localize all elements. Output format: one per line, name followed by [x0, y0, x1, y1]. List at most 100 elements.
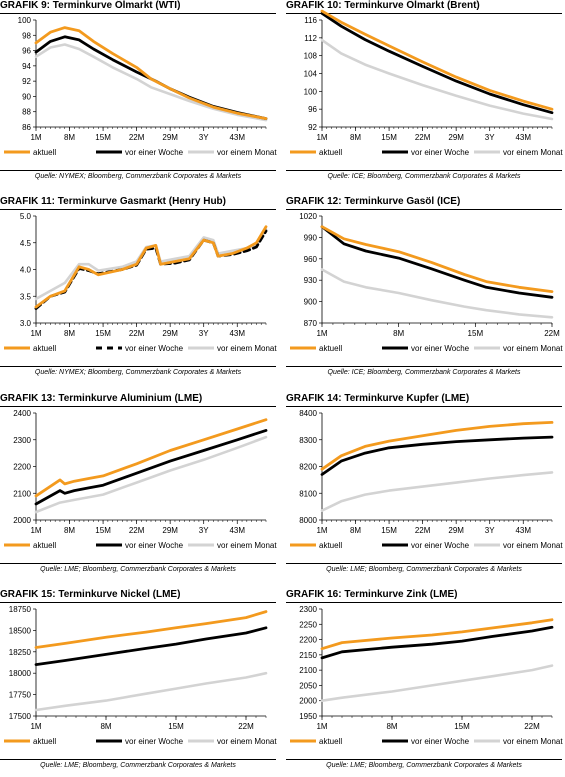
series-line-woche	[320, 435, 554, 476]
x-tick-label: 43M	[229, 329, 245, 338]
y-tick-label: 8200	[299, 463, 317, 472]
x-tick-label: 29M	[448, 526, 464, 535]
chart-title: GRAFIK 16: Terminkurve Zink (LME)	[286, 589, 458, 600]
x-tick-label: 29M	[162, 526, 178, 535]
x-tick-label: 1M	[30, 526, 41, 535]
legend-label: vor einem Monat	[503, 344, 563, 353]
legend-label: aktuell	[319, 541, 342, 550]
x-tick-label: 43M	[515, 133, 531, 142]
x-tick-label: 15M	[95, 329, 111, 338]
title-rule	[0, 13, 276, 14]
source-rule	[286, 170, 562, 171]
legend-label: vor einer Woche	[125, 148, 184, 157]
y-tick-label: 18000	[9, 669, 32, 678]
y-tick-label: 2300	[299, 605, 317, 614]
x-tick-label: 15M	[381, 133, 397, 142]
chart-panel-c15: GRAFIK 15: Terminkurve Nickel (LME) 1750…	[0, 589, 277, 777]
chart-title: GRAFIK 13: Terminkurve Aluminium (LME)	[0, 393, 203, 404]
series-line-monat	[34, 435, 268, 514]
series-line-aktuell	[320, 9, 554, 111]
x-tick-label: 15M	[468, 329, 484, 338]
chart-source: Quelle: LME; Bloomberg, Commerzbank Corp…	[326, 762, 522, 769]
x-tick-label: 29M	[162, 133, 178, 142]
series-line-aktuell	[34, 610, 268, 649]
chart-plot: 2000 2100 2200 2300 2400 1M 8M 15M 22M 29M 3Y 43M ak…	[4, 409, 277, 550]
chart-source: Quelle: ICE; Bloomberg, Commerzbank Corp…	[327, 173, 521, 180]
y-tick-label: 2100	[13, 489, 31, 498]
y-tick-label: 17500	[9, 712, 32, 721]
x-tick-label: 8M	[350, 133, 361, 142]
y-tick-label: 4.0	[20, 266, 32, 275]
series-line-woche	[320, 11, 554, 115]
legend-label: vor einer Woche	[411, 344, 470, 353]
x-tick-label: 1M	[316, 722, 327, 731]
y-tick-label: 8400	[299, 409, 317, 418]
chart-panel-c9: GRAFIK 9: Terminkurve Ölmarkt (WTI) 86 88…	[0, 0, 277, 188]
legend-label: vor einem Monat	[217, 344, 277, 353]
x-tick-label: 15M	[381, 526, 397, 535]
chart-title: GRAFIK 14: Terminkurve Kupfer (LME)	[286, 393, 470, 404]
legend-label: vor einer Woche	[411, 541, 470, 550]
chart-source: Quelle: NYMEX; Bloomberg, Commerzbank Co…	[34, 173, 242, 180]
y-tick-label: 18500	[9, 626, 32, 635]
series-line-woche	[34, 428, 268, 506]
title-rule	[286, 602, 562, 603]
y-tick-label: 900	[304, 298, 318, 307]
series-line-monat	[34, 228, 268, 301]
x-tick-label: 22M	[129, 329, 145, 338]
title-rule	[0, 602, 276, 603]
legend-label: vor einem Monat	[217, 148, 277, 157]
y-tick-label: 112	[304, 34, 317, 43]
legend-label: vor einem Monat	[217, 541, 277, 550]
series-line-monat	[34, 43, 268, 122]
y-tick-label: 100	[18, 16, 32, 25]
series-line-woche	[34, 229, 268, 310]
y-tick-label: 2150	[299, 651, 317, 660]
x-tick-label: 3Y	[199, 526, 209, 535]
y-tick-label: 2000	[299, 697, 317, 706]
legend-label: vor einer Woche	[125, 541, 184, 550]
legend-label: aktuell	[319, 344, 342, 353]
title-rule	[286, 13, 562, 14]
chart-panel-c12: GRAFIK 12: Terminkurve Gasöl (ICE) 870 90…	[286, 196, 563, 384]
legend-label: vor einem Monat	[503, 737, 563, 746]
legend-label: vor einer Woche	[411, 737, 470, 746]
x-tick-label: 22M	[415, 133, 431, 142]
x-tick-label: 15M	[168, 722, 184, 731]
series-line-monat	[320, 471, 554, 512]
y-tick-label: 18250	[9, 648, 32, 657]
chart-panel-c14: GRAFIK 14: Terminkurve Kupfer (LME) 8000…	[286, 393, 563, 581]
x-tick-label: 22M	[129, 526, 145, 535]
series-line-aktuell	[34, 418, 268, 498]
y-tick-label: 8300	[299, 436, 317, 445]
source-rule	[0, 563, 276, 564]
title-rule	[0, 406, 276, 407]
y-tick-label: 990	[304, 233, 318, 242]
x-tick-label: 3Y	[199, 329, 209, 338]
x-tick-label: 22M	[415, 526, 431, 535]
y-tick-label: 88	[22, 108, 31, 117]
y-tick-label: 98	[22, 31, 31, 40]
y-tick-label: 17750	[9, 691, 32, 700]
chart-source: Quelle: LME; Bloomberg, Commerzbank Corp…	[40, 762, 236, 769]
series-line-woche	[34, 626, 268, 666]
x-tick-label: 8M	[100, 722, 111, 731]
series-line-aktuell	[320, 618, 554, 651]
chart-plot: 3.0 3.5 4.0 4.5 5.0 1M 8M 15M 22M 29M 3Y 43M aktuell…	[4, 212, 277, 353]
series-line-aktuell	[34, 225, 268, 309]
x-tick-label: 43M	[229, 133, 245, 142]
legend-label: aktuell	[33, 737, 56, 746]
y-tick-label: 960	[304, 255, 318, 264]
y-tick-label: 2300	[13, 436, 31, 445]
x-tick-label: 8M	[386, 722, 397, 731]
title-rule	[286, 209, 562, 210]
y-tick-label: 3.0	[20, 319, 32, 328]
y-tick-label: 2050	[299, 681, 317, 690]
legend-label: aktuell	[319, 737, 342, 746]
chart-source: Quelle: LME; Bloomberg, Commerzbank Corp…	[40, 566, 236, 573]
x-tick-label: 1M	[316, 526, 327, 535]
legend-label: vor einer Woche	[411, 148, 470, 157]
chart-title: GRAFIK 12: Terminkurve Gasöl (ICE)	[286, 196, 461, 207]
x-tick-label: 1M	[30, 329, 41, 338]
x-tick-label: 8M	[64, 133, 75, 142]
